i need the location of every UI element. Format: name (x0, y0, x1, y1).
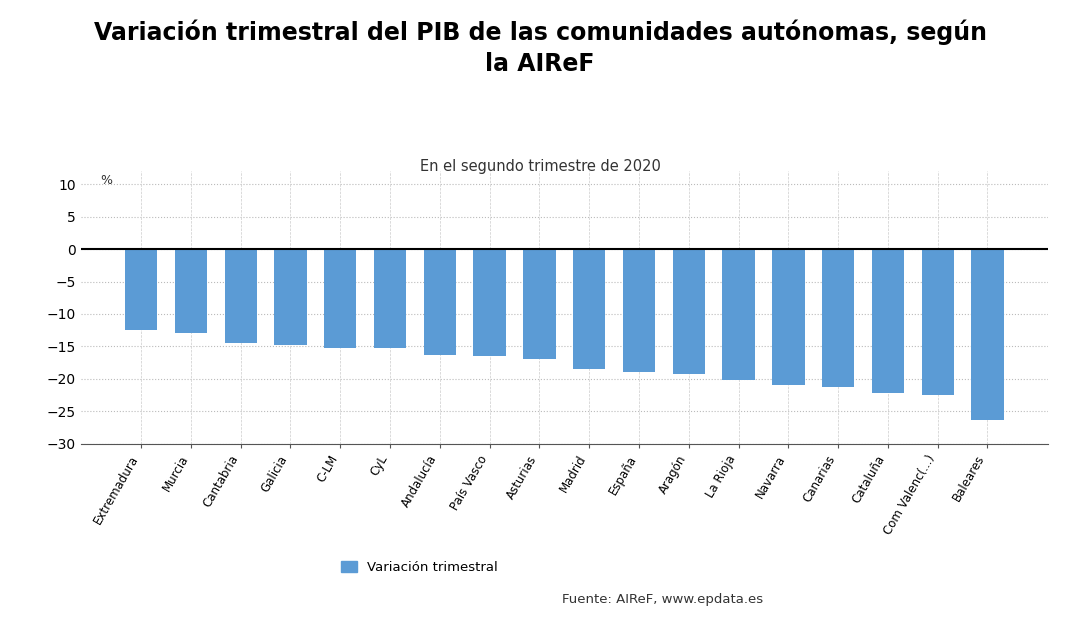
Bar (274, 249, 307, 345)
Bar (822, 249, 854, 387)
Bar (872, 249, 904, 393)
Bar (673, 249, 705, 374)
Bar (125, 249, 158, 330)
Text: Fuente: AIReF, www.epdata.es: Fuente: AIReF, www.epdata.es (562, 593, 762, 605)
Bar (423, 249, 456, 355)
Legend: Variación trimestral: Variación trimestral (336, 555, 503, 579)
Bar (623, 249, 656, 372)
Bar (772, 249, 805, 385)
Bar (971, 249, 1003, 420)
Bar (921, 249, 954, 395)
Text: Variación trimestral del PIB de las comunidades autónomas, según
la AIReF: Variación trimestral del PIB de las comu… (94, 19, 986, 76)
Bar (473, 249, 505, 356)
Text: En el segundo trimestre de 2020: En el segundo trimestre de 2020 (419, 158, 661, 174)
Bar (175, 249, 207, 333)
Bar (523, 249, 555, 359)
Bar (225, 249, 257, 343)
Bar (723, 249, 755, 380)
Bar (374, 249, 406, 349)
Text: %: % (100, 174, 112, 188)
Bar (573, 249, 606, 369)
Bar (324, 249, 356, 347)
